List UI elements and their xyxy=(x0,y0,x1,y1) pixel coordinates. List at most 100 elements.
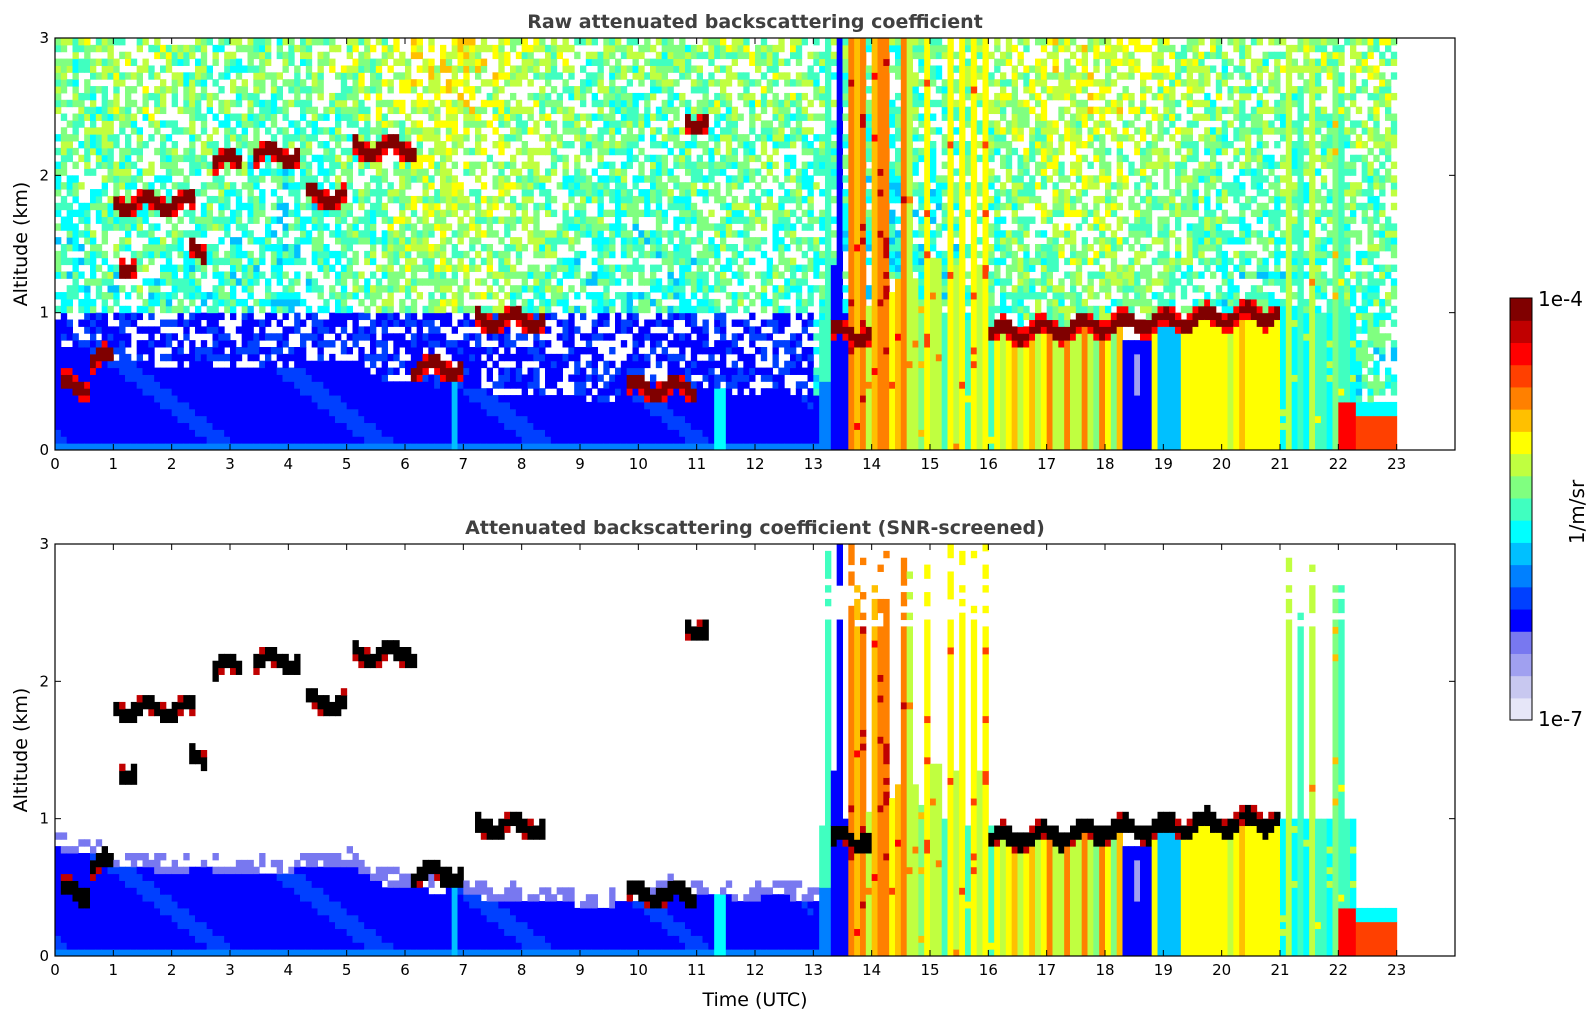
heatmap-cell xyxy=(136,189,143,197)
heatmap-cell xyxy=(90,305,97,314)
heatmap-cell xyxy=(696,278,703,293)
heatmap-cell xyxy=(1110,271,1118,286)
heatmap-cell xyxy=(72,374,79,382)
heatmap-cell xyxy=(1029,264,1036,272)
heatmap-cell xyxy=(702,257,709,266)
heatmap-cell xyxy=(655,113,663,121)
heatmap-cell xyxy=(527,216,534,224)
heatmap-cell xyxy=(130,443,138,450)
heatmap-cell xyxy=(620,99,628,108)
heatmap-cell xyxy=(1023,147,1030,156)
heatmap-cell xyxy=(749,340,756,348)
heatmap-cell xyxy=(165,202,173,218)
heatmap-cell xyxy=(580,99,587,108)
heatmap-cell xyxy=(224,38,231,46)
heatmap-cell xyxy=(865,257,873,266)
heatmap-cell xyxy=(784,92,791,101)
heatmap-cell xyxy=(492,395,499,417)
heatmap-cell xyxy=(230,51,237,60)
heatmap-cell xyxy=(714,44,721,60)
heatmap-cell xyxy=(154,278,161,286)
heatmap-cell xyxy=(387,195,394,204)
heatmap-cell xyxy=(562,340,569,348)
heatmap-cell xyxy=(644,38,651,53)
heatmap-cell xyxy=(976,154,983,163)
heatmap-cell xyxy=(510,408,517,430)
heatmap-cell xyxy=(247,312,254,341)
heatmap-cell xyxy=(930,209,937,218)
heatmap-cell xyxy=(865,244,873,252)
heatmap-cell xyxy=(591,257,598,266)
heatmap-cell xyxy=(527,195,534,204)
heatmap-cell xyxy=(200,353,208,417)
heatmap-cell xyxy=(469,216,476,224)
heatmap-cell xyxy=(1046,154,1053,163)
heatmap-cell xyxy=(78,44,85,53)
heatmap-cell xyxy=(486,154,493,163)
heatmap-cell xyxy=(84,147,91,163)
heatmap-cell xyxy=(842,202,849,231)
heatmap-cell xyxy=(1064,92,1071,101)
heatmap-cell xyxy=(591,319,598,327)
heatmap-cell xyxy=(165,257,173,272)
heatmap-cell xyxy=(504,395,511,403)
heatmap-cell xyxy=(906,202,913,362)
heatmap-cell xyxy=(737,292,744,300)
heatmap-cell xyxy=(107,65,114,73)
heatmap-cell xyxy=(107,326,114,334)
heatmap-cell xyxy=(107,38,114,46)
heatmap-cell xyxy=(498,38,505,46)
heatmap-cell xyxy=(230,127,237,135)
heatmap-cell xyxy=(78,154,85,163)
heatmap-cell xyxy=(434,72,441,94)
heatmap-cell xyxy=(784,134,791,142)
heatmap-cell xyxy=(650,161,657,169)
heatmap-cell xyxy=(148,134,155,142)
heatmap-cell xyxy=(667,168,674,176)
heatmap-cell xyxy=(1151,278,1158,286)
heatmap-cell xyxy=(690,305,698,314)
heatmap-cell xyxy=(113,175,120,183)
heatmap-cell xyxy=(323,175,330,183)
heatmap-cell xyxy=(148,326,155,341)
heatmap-cell xyxy=(801,381,808,389)
heatmap-cell xyxy=(1000,216,1007,224)
heatmap-cell xyxy=(813,86,820,101)
heatmap-cell xyxy=(527,230,534,245)
heatmap-cell xyxy=(405,244,412,252)
heatmap-cell xyxy=(265,161,272,169)
heatmap-cell xyxy=(982,38,989,142)
heatmap-cell xyxy=(125,223,132,231)
heatmap-cell xyxy=(714,298,721,307)
heatmap-cell xyxy=(772,353,779,369)
heatmap-cell xyxy=(562,257,569,266)
heatmap-cell xyxy=(125,58,132,66)
heatmap-cell xyxy=(842,340,849,450)
heatmap-cell xyxy=(615,388,622,396)
heatmap-cell xyxy=(113,134,120,149)
heatmap-cell xyxy=(813,381,820,389)
heatmap-cell xyxy=(317,154,324,176)
heatmap-cell xyxy=(463,38,470,46)
heatmap-cell xyxy=(918,79,925,87)
heatmap-cell xyxy=(580,223,587,231)
heatmap-cell xyxy=(755,44,762,66)
heatmap-cell xyxy=(1087,106,1094,115)
heatmap-cell xyxy=(1169,305,1176,314)
heatmap-cell xyxy=(177,72,184,87)
heatmap-cell xyxy=(545,134,552,142)
heatmap-cell xyxy=(200,127,208,135)
heatmap-cell xyxy=(335,209,342,218)
heatmap-cell xyxy=(545,237,552,245)
heatmap-cell xyxy=(463,65,470,73)
heatmap-cell xyxy=(1005,340,1013,450)
heatmap-cell xyxy=(772,264,779,272)
heatmap-cell xyxy=(731,134,738,142)
heatmap-cell xyxy=(370,127,377,135)
heatmap-cell xyxy=(475,223,482,238)
heatmap-cell xyxy=(346,51,353,60)
heatmap-cell xyxy=(300,134,307,142)
heatmap-cell xyxy=(410,127,418,135)
heatmap-cell xyxy=(766,161,773,169)
heatmap-cell xyxy=(1058,305,1065,314)
